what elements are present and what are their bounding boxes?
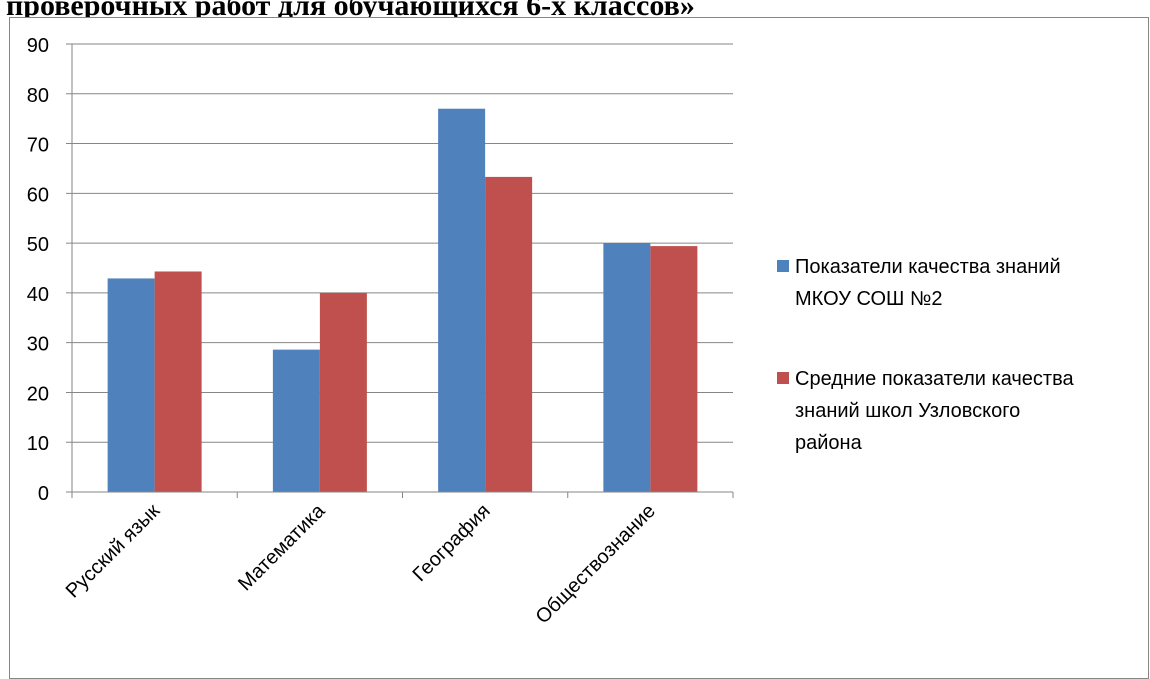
legend-swatch — [777, 372, 789, 384]
legend-label: Показатели качества знаний МКОУ СОШ №2 — [795, 256, 1061, 310]
bar-district — [650, 246, 698, 492]
bar-school — [438, 108, 486, 492]
y-tick-label: 50 — [27, 234, 49, 256]
document-heading: проверочных работ для обучающихся 6-х кл… — [6, 0, 695, 22]
bar-school — [107, 278, 155, 492]
bar-school — [603, 243, 651, 492]
legend-label-line: знаний школ Узловского — [795, 400, 1020, 422]
y-tick-label: 0 — [38, 483, 49, 505]
legend-label-line: Показатели качества знаний — [795, 256, 1061, 278]
bar-district — [154, 271, 202, 492]
y-tick-label: 80 — [27, 85, 49, 107]
y-tick-label: 30 — [27, 334, 49, 356]
y-tick-label: 40 — [27, 284, 49, 306]
legend-swatch — [777, 260, 789, 272]
legend-label: Средние показатели качества знаний школ У… — [795, 368, 1074, 454]
y-tick-label: 90 — [27, 35, 49, 57]
legend-label-line: МКОУ СОШ №2 — [795, 288, 943, 310]
legend-label-line: района — [795, 432, 863, 454]
y-tick-label: 70 — [27, 135, 49, 157]
y-tick-label: 10 — [27, 433, 49, 455]
y-tick-label: 20 — [27, 383, 49, 405]
bar-district — [485, 176, 533, 492]
legend: Показатели качества знаний МКОУ СОШ №2 Сре… — [777, 256, 1074, 454]
bar-district — [319, 292, 367, 492]
y-tick-label: 60 — [27, 184, 49, 206]
bar-school — [272, 349, 320, 492]
legend-label-line: Средние показатели качества — [795, 368, 1074, 390]
bars — [107, 108, 698, 492]
